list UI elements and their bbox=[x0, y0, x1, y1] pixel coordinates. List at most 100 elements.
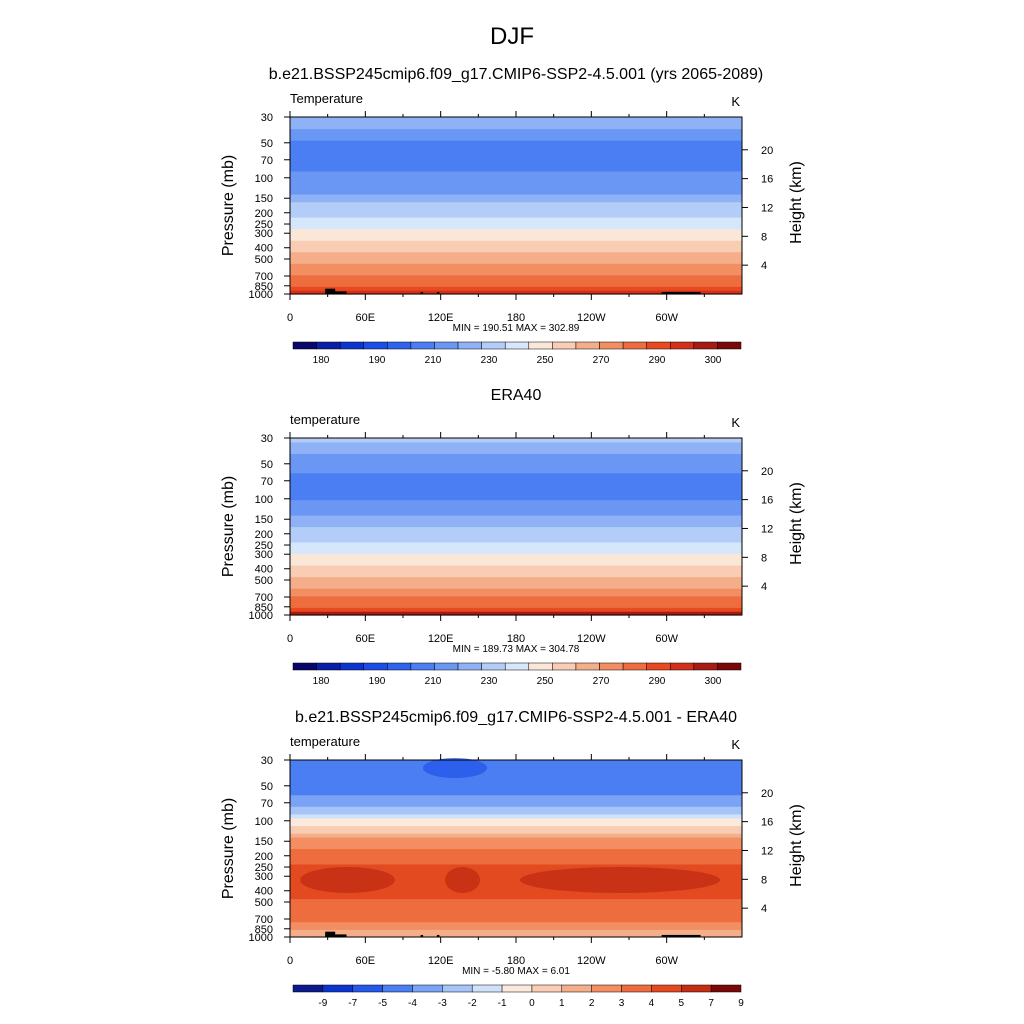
y-tick-label: 30 bbox=[261, 433, 273, 445]
topography-mask bbox=[436, 934, 440, 937]
x-tick-label: 180 bbox=[507, 955, 525, 967]
y-tick-label: 50 bbox=[261, 138, 273, 150]
field-band bbox=[290, 549, 742, 555]
topography-mask bbox=[325, 288, 336, 294]
colorbar-box bbox=[504, 341, 530, 350]
colorbar-box bbox=[599, 662, 624, 671]
field-band bbox=[290, 167, 742, 172]
field-band bbox=[290, 278, 742, 284]
field-band bbox=[290, 890, 742, 896]
colorbar-box bbox=[387, 662, 412, 671]
colorbar-box bbox=[528, 341, 553, 350]
variable-label: temperature bbox=[290, 412, 360, 427]
colorbar-label: 290 bbox=[649, 355, 666, 366]
topography-mask bbox=[325, 931, 336, 937]
colorbar-box bbox=[693, 662, 718, 671]
colorbar-box bbox=[457, 662, 482, 671]
y-tick-label: 70 bbox=[261, 476, 273, 488]
y-tick-label: 1000 bbox=[249, 610, 273, 622]
field-band bbox=[290, 243, 742, 249]
topography-mask bbox=[661, 291, 701, 294]
y-tick-label: 500 bbox=[255, 897, 273, 909]
field-band bbox=[290, 913, 742, 919]
x-tick-label: 120W bbox=[577, 633, 606, 645]
field-band bbox=[290, 767, 742, 773]
y-tick-label: 150 bbox=[255, 193, 273, 205]
field-band bbox=[290, 894, 742, 900]
field-band bbox=[290, 603, 742, 608]
field-band bbox=[290, 170, 742, 176]
colorbar-box bbox=[316, 662, 341, 671]
colorbar-box bbox=[621, 984, 652, 993]
y-tick-label: 250 bbox=[255, 540, 273, 552]
field-band bbox=[290, 514, 742, 520]
field-band bbox=[290, 220, 742, 226]
field-band bbox=[290, 274, 742, 280]
colorbar-label: 300 bbox=[705, 355, 722, 366]
field-band bbox=[290, 599, 742, 605]
colorbar-box bbox=[382, 984, 413, 993]
field-band bbox=[290, 270, 742, 276]
field-band bbox=[290, 848, 742, 853]
field-band bbox=[290, 771, 742, 776]
field-band bbox=[290, 476, 742, 481]
units-label: K bbox=[731, 94, 740, 109]
field-band bbox=[290, 595, 742, 601]
colorbar-box bbox=[471, 984, 503, 993]
colorbar-box bbox=[410, 341, 435, 350]
right-tick-label: 4 bbox=[761, 260, 767, 272]
field-band bbox=[290, 557, 742, 562]
field-band bbox=[290, 136, 742, 141]
y-tick-label: 850 bbox=[255, 602, 273, 614]
colorbar-box bbox=[481, 662, 506, 671]
field-band bbox=[290, 875, 742, 880]
y-tick-label: 300 bbox=[255, 228, 273, 240]
right-tick-label: 8 bbox=[761, 231, 767, 243]
field-band bbox=[290, 251, 742, 257]
field-2 bbox=[290, 758, 742, 938]
y-axis-title: Pressure (mb) bbox=[220, 476, 237, 577]
field-band bbox=[290, 611, 742, 616]
colorbar-box bbox=[599, 341, 624, 350]
field-band bbox=[290, 499, 742, 505]
field-band bbox=[290, 124, 742, 130]
y-tick-label: 100 bbox=[255, 816, 273, 828]
colorbar-box bbox=[412, 984, 443, 993]
y-tick-label: 500 bbox=[255, 254, 273, 266]
colorbar-box bbox=[561, 984, 592, 993]
field-band bbox=[290, 817, 742, 823]
field-band bbox=[290, 933, 742, 938]
field-band bbox=[290, 917, 742, 923]
colorbar-label: 290 bbox=[649, 676, 666, 687]
colorbar-label: 0 bbox=[529, 998, 535, 1009]
colorbar-label: -9 bbox=[318, 998, 327, 1009]
field-band bbox=[290, 879, 742, 884]
colorbar-2 bbox=[292, 984, 742, 993]
field-band bbox=[290, 468, 742, 474]
x-tick-label: 60E bbox=[356, 633, 376, 645]
y-tick-label: 700 bbox=[255, 592, 273, 604]
field-band bbox=[290, 186, 742, 191]
y-tick-label: 250 bbox=[255, 219, 273, 231]
field-band bbox=[290, 472, 742, 478]
units-label: K bbox=[731, 737, 740, 752]
field-band bbox=[290, 825, 742, 830]
field-band bbox=[290, 128, 742, 133]
field-band bbox=[290, 503, 742, 508]
colorbar-0 bbox=[292, 341, 742, 350]
field-band bbox=[290, 545, 742, 551]
field-band bbox=[290, 147, 742, 153]
field-band bbox=[290, 902, 742, 907]
field-band bbox=[290, 860, 742, 865]
field-band bbox=[290, 856, 742, 861]
field-band bbox=[290, 929, 742, 934]
field-band bbox=[290, 883, 742, 888]
field-band bbox=[290, 232, 742, 237]
field-band bbox=[290, 538, 742, 543]
colorbar-box bbox=[552, 662, 577, 671]
field-band bbox=[290, 840, 742, 846]
field-band bbox=[290, 821, 742, 827]
variable-label: temperature bbox=[290, 734, 360, 749]
field-band bbox=[290, 783, 742, 788]
colorbar-box bbox=[410, 662, 435, 671]
